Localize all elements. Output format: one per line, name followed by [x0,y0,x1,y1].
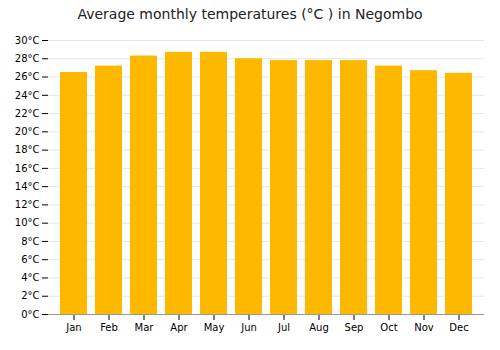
svg-text:12°C: 12°C [15,199,40,210]
svg-text:Aug: Aug [309,322,329,333]
svg-text:Jan: Jan [65,322,81,333]
svg-text:6°C: 6°C [21,254,39,265]
svg-text:Sep: Sep [345,322,364,333]
html-text:Average monthly temperatures (: Average monthly temperatures (°C ) in Ne… [77,6,423,22]
svg-text:22°C: 22°C [15,108,40,119]
svg-text:Mar: Mar [135,322,155,333]
svg-text:24°C: 24°C [15,90,40,101]
svg-text:Nov: Nov [414,322,434,333]
svg-text:10°C: 10°C [15,217,40,228]
svg-text:Jun: Jun [240,322,257,333]
svg-text:2°C: 2°C [21,290,39,301]
svg-text:16°C: 16°C [15,163,40,174]
svg-text:May: May [204,322,225,333]
svg-text:Jul: Jul [277,322,290,333]
svg-text:Dec: Dec [449,322,468,333]
svg-text:30°C: 30°C [15,35,40,46]
svg-text:20°C: 20°C [15,126,40,137]
svg-text:18°C: 18°C [15,144,40,155]
svg-text:14°C: 14°C [15,181,40,192]
svg-text:Oct: Oct [380,322,397,333]
svg-text:28°C: 28°C [15,53,40,64]
svg-text:8°C: 8°C [21,236,39,247]
svg-text:26°C: 26°C [15,71,40,82]
svg-text:Apr: Apr [170,322,188,333]
svg-text:4°C: 4°C [21,272,39,283]
svg-text:0°C: 0°C [21,309,39,320]
svg-text:Feb: Feb [100,322,118,333]
